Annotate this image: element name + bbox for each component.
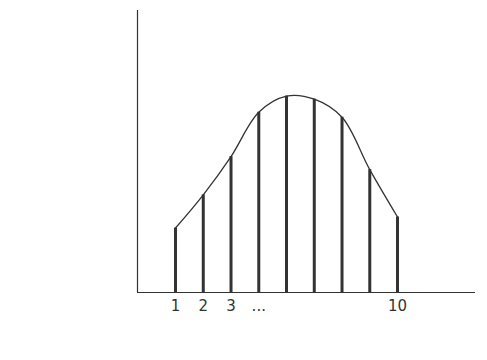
svg-text:3: 3 bbox=[226, 297, 236, 315]
svg-text:2: 2 bbox=[198, 297, 208, 315]
svg-text:10: 10 bbox=[388, 297, 407, 315]
svg-text:1: 1 bbox=[171, 297, 181, 315]
svg-text:...: ... bbox=[252, 297, 266, 315]
